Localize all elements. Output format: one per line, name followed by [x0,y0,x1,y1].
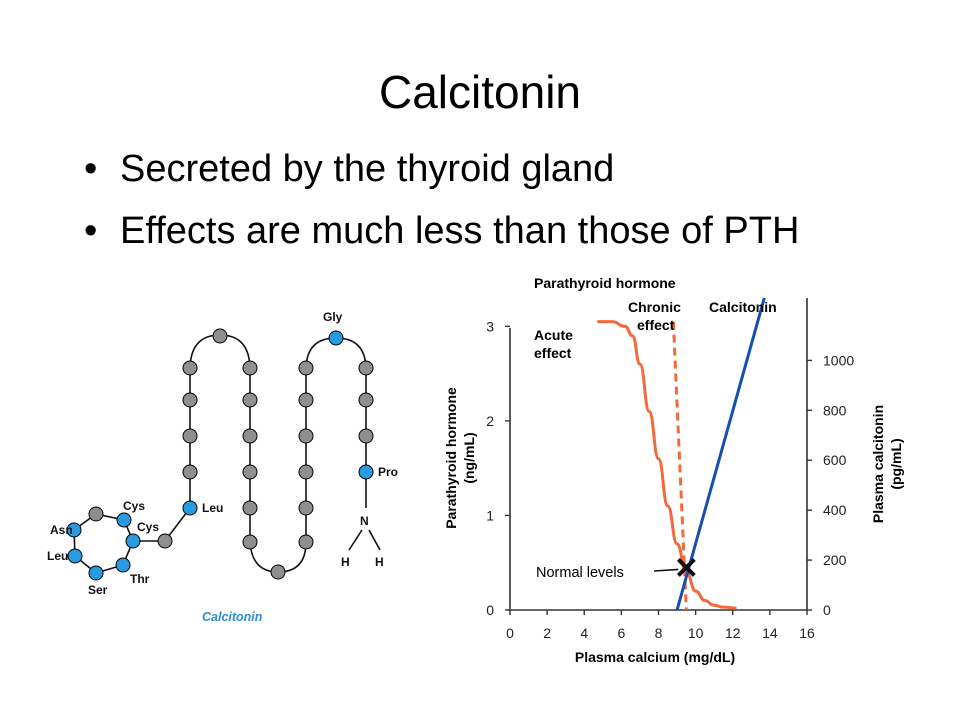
residue [358,360,374,376]
residue [212,328,228,344]
residue [242,360,258,376]
x-tick-label: 0 [506,625,514,641]
y2-tick-label: 800 [823,402,847,418]
y-axis-label-line1: Parathyroid hormone [443,387,459,529]
bullet-item: • Effects are much less than those of PTH [84,210,800,252]
bullet-item: • Secreted by the thyroid gland [84,148,615,190]
residue-pro [358,464,374,480]
residue [242,464,258,480]
y2-axis-label-line1: Plasma calcitonin [870,405,886,523]
bullet-text: Effects are much less than those of PTH [120,210,800,252]
residue [242,534,258,550]
y2-tick-label: 400 [823,502,847,518]
chart-title: Parathyroid hormone [534,275,676,291]
residue [88,506,104,522]
chart-labels: Parathyroid hormone Chronic effect Calci… [443,275,904,665]
bullet-list: • Secreted by the thyroid gland • Effects … [84,138,799,262]
residue [298,500,314,516]
y2-axis-label-line2: (pg/mL) [888,438,904,489]
residue [182,428,198,444]
y2-tick-label: 1000 [823,352,854,368]
residue-beads [66,328,374,581]
x-tick-label: 8 [655,625,663,641]
series-line-chronic-effect [671,321,688,611]
residue-leu [67,548,83,564]
x-tick-label: 2 [543,625,551,641]
normal-levels-marker [676,558,696,577]
label-ser: Ser [88,583,108,597]
residue-asn [66,522,82,538]
residue [242,500,258,516]
series-label-calcitonin: Calcitonin [709,299,777,315]
y-tick-label: 0 [486,602,494,618]
residue-cys [125,533,141,549]
residue [298,534,314,550]
residue [358,428,374,444]
x-tick-label: 16 [799,625,815,641]
residue-thr [115,557,131,573]
label-thr: Thr [130,572,150,586]
series-line-acute-effect [597,320,737,610]
residue-ser [88,565,104,581]
x-tick-label: 14 [762,625,778,641]
series-label-acute-line1: Acute [534,327,573,343]
label-cys-top: Cys [123,499,145,513]
label-gly: Gly [323,310,343,324]
residue-gly [328,330,344,346]
residue [298,360,314,376]
x-tick-label: 10 [688,625,704,641]
residue [182,392,198,408]
label-cys-inner: Cys [137,520,159,534]
residue [270,564,286,580]
label-asn: Asn [50,523,73,537]
y-tick-label: 3 [486,318,494,334]
bullet-text: Secreted by the thyroid gland [120,148,615,190]
y-axis-label-line2: (ng/mL) [461,432,477,483]
residue-cys [116,512,132,528]
residue [298,392,314,408]
label-h-right: H [375,555,384,569]
series-label-acute-line2: effect [534,345,572,361]
y-tick-label: 1 [486,507,494,523]
residue [298,428,314,444]
label-leu: Leu [202,501,223,515]
residue [182,464,198,480]
x-tick-label: 6 [617,625,625,641]
y2-tick-label: 600 [823,452,847,468]
label-h-left: H [341,555,350,569]
residue [182,360,198,376]
peptide-backbone [73,334,381,574]
residue [157,533,173,549]
series-line-calcitonin [675,297,766,611]
molecule-caption: Calcitonin [202,610,263,624]
chart-series [597,297,766,611]
annotation-pointer [653,568,679,572]
x-tick-label: 4 [580,625,588,641]
y-tick-label: 2 [486,413,494,429]
residue [358,392,374,408]
residue [242,428,258,444]
annotation-normal-levels: Normal levels [536,565,624,581]
slide-title: Calcitonin [379,66,581,118]
label-pro: Pro [378,465,398,479]
label-leu-ring: Leu [47,549,68,563]
residue-leu [182,500,198,516]
x-axis-label: Plasma calcium (mg/dL) [575,649,735,665]
y2-tick-label: 200 [823,552,847,568]
series-label-chronic-line1: Chronic [628,299,681,315]
residue [242,392,258,408]
y2-tick-label: 0 [823,602,831,618]
series-label-chronic-line2: effect [637,317,675,333]
x-tick-label: 12 [725,625,741,641]
residue [298,464,314,480]
calcitonin-molecule: Asn Leu Ser Thr Cys Cys Leu Gly Pro N H … [47,310,398,624]
label-n: N [360,514,369,528]
